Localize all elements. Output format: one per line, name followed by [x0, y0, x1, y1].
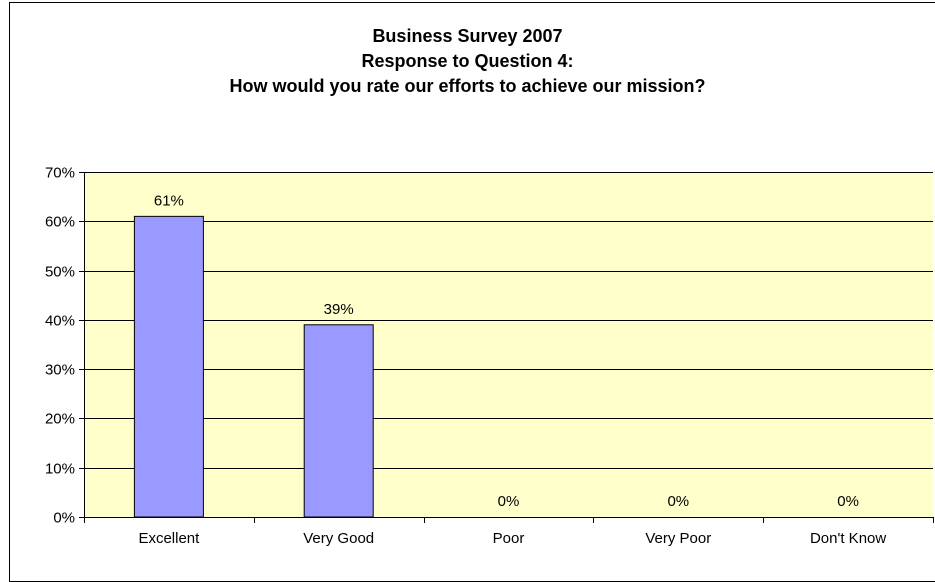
y-tick-label: 20%	[45, 411, 75, 428]
x-axis: Excellent Very Good Poor Very Poor Don't Kno…	[84, 517, 934, 547]
y-tick-label: 30%	[45, 362, 75, 379]
x-tick-label: Excellent	[138, 530, 200, 547]
y-tick-label: 0%	[53, 510, 75, 527]
data-label: 0%	[498, 493, 520, 510]
bar-chart: 61% 39% 0% 0% 0% 0% 10% 20% 30% 40% 50% 60% 70% Exc…	[45, 165, 934, 547]
y-tick-label: 10%	[45, 461, 75, 478]
grid-lines	[84, 172, 933, 469]
bar	[303, 324, 374, 518]
x-tick-label: Don't Know	[810, 530, 886, 547]
plot-area	[84, 172, 933, 517]
x-tick-label: Poor	[493, 530, 525, 547]
y-tick-label: 50%	[45, 264, 75, 281]
data-label: 0%	[667, 493, 689, 510]
bar	[133, 215, 204, 518]
y-tick-label: 70%	[45, 165, 75, 182]
chart-title-line-1: Business Survey 2007	[372, 26, 563, 46]
x-tick-label: Very Poor	[645, 530, 711, 547]
data-labels: 61% 39% 0% 0% 0%	[154, 192, 859, 510]
chart-title-line-2: Response to Question 4:	[361, 51, 574, 71]
data-label: 39%	[324, 301, 354, 318]
chart-title-line-3: How would you rate our efforts to achiev…	[229, 76, 706, 96]
chart-title: Business Survey 2007 Response to Questio…	[0, 24, 935, 99]
x-tick-label: Very Good	[303, 530, 374, 547]
data-label: 61%	[154, 192, 184, 209]
y-axis: 0% 10% 20% 30% 40% 50% 60% 70%	[45, 165, 85, 527]
y-tick-label: 40%	[45, 313, 75, 330]
y-tick-label: 60%	[45, 214, 75, 231]
data-label: 0%	[837, 493, 859, 510]
bars	[133, 215, 374, 518]
